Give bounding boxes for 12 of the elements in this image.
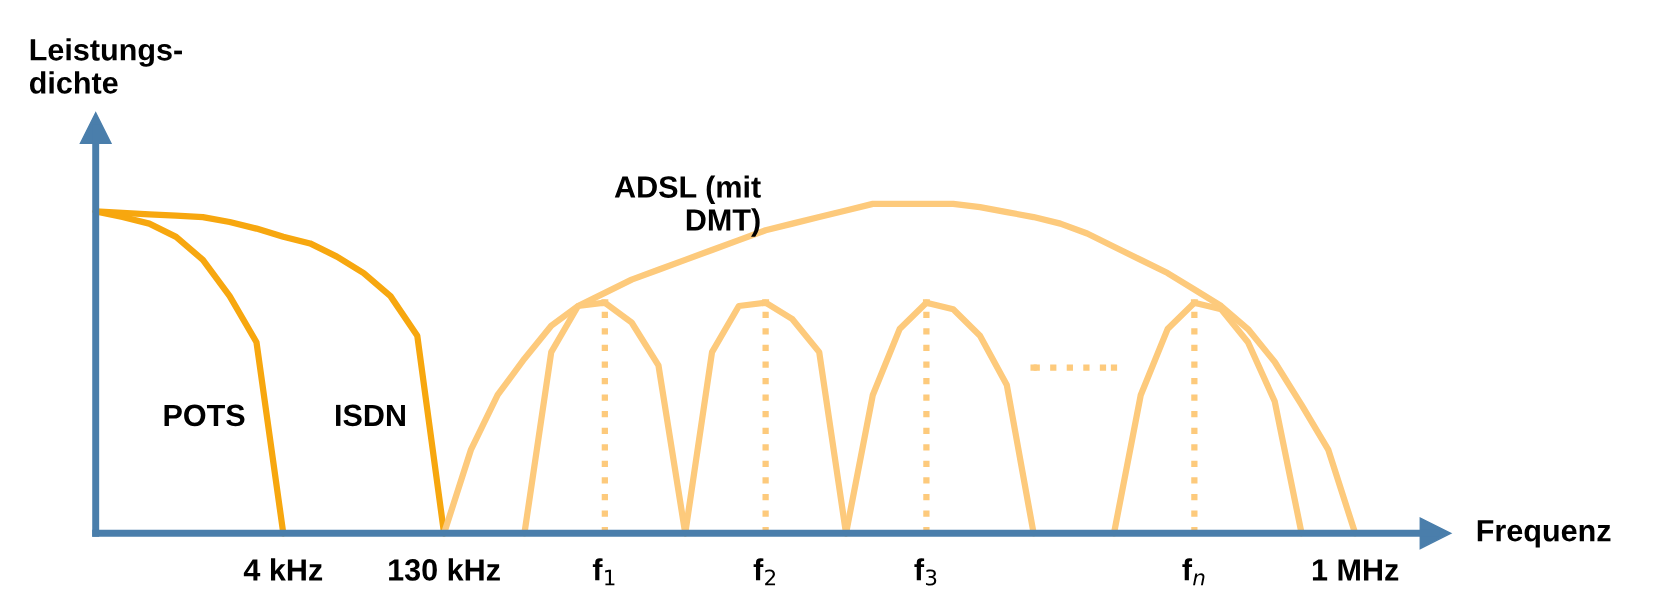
x-tick-label: f$_{2}$: [753, 558, 776, 586]
x-tick-label: 130 kHz: [389, 558, 500, 581]
x-tick-label: 1 MHz: [1312, 559, 1399, 581]
x-axis-title: Frequenz: [1477, 520, 1611, 548]
series-label: ADSL (mit DMT): [614, 175, 761, 237]
x-tick-label: 4 kHz: [243, 558, 323, 581]
series-label: POTS: [164, 404, 245, 427]
x-tick-label: f$_{1}$: [592, 558, 615, 586]
series-label: ISDN: [336, 404, 405, 427]
y-axis-title: Leistungs- dichte: [29, 38, 182, 94]
x-tick-label: f$_{3}$: [914, 558, 937, 586]
x-tick-label: f$_{n}$: [1182, 558, 1205, 586]
